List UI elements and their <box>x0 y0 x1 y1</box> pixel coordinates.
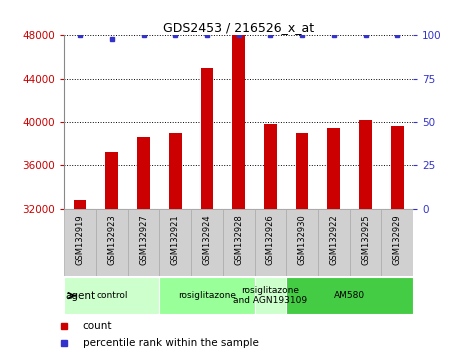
Bar <box>64 209 96 276</box>
Bar <box>106 153 118 209</box>
Bar <box>169 133 182 209</box>
Text: GSM132930: GSM132930 <box>297 214 307 265</box>
Bar <box>96 209 128 276</box>
Bar <box>286 277 413 314</box>
Text: rosiglitazone
and AGN193109: rosiglitazone and AGN193109 <box>233 286 308 305</box>
Text: GSM132919: GSM132919 <box>76 214 84 265</box>
Bar <box>137 137 150 209</box>
Bar <box>381 209 413 276</box>
Bar <box>391 126 403 209</box>
Text: percentile rank within the sample: percentile rank within the sample <box>83 338 258 348</box>
Text: count: count <box>83 321 112 331</box>
Text: control: control <box>96 291 128 300</box>
Bar <box>318 209 350 276</box>
Bar <box>64 277 159 314</box>
Bar <box>286 209 318 276</box>
Bar <box>359 120 372 209</box>
Text: AM580: AM580 <box>334 291 365 300</box>
Bar <box>128 209 159 276</box>
Text: GSM132925: GSM132925 <box>361 214 370 265</box>
Bar <box>264 124 277 209</box>
Text: agent: agent <box>65 291 95 301</box>
Text: GSM132923: GSM132923 <box>107 214 116 265</box>
Title: GDS2453 / 216526_x_at: GDS2453 / 216526_x_at <box>163 21 314 34</box>
Bar <box>191 209 223 276</box>
Text: GSM132922: GSM132922 <box>329 214 338 265</box>
Text: GSM132926: GSM132926 <box>266 214 275 265</box>
Text: GSM132927: GSM132927 <box>139 214 148 265</box>
Bar <box>232 35 245 209</box>
Text: GSM132924: GSM132924 <box>202 214 212 265</box>
Bar <box>327 127 340 209</box>
Bar <box>255 277 286 314</box>
Bar <box>223 209 255 276</box>
Bar <box>74 200 86 209</box>
Bar <box>296 133 308 209</box>
Bar <box>201 68 213 209</box>
Bar <box>159 209 191 276</box>
Text: GSM132928: GSM132928 <box>234 214 243 265</box>
Text: rosiglitazone: rosiglitazone <box>178 291 236 300</box>
Bar <box>159 277 255 314</box>
Text: GSM132921: GSM132921 <box>171 214 180 265</box>
Bar <box>350 209 381 276</box>
Text: GSM132929: GSM132929 <box>393 214 402 265</box>
Bar <box>255 209 286 276</box>
